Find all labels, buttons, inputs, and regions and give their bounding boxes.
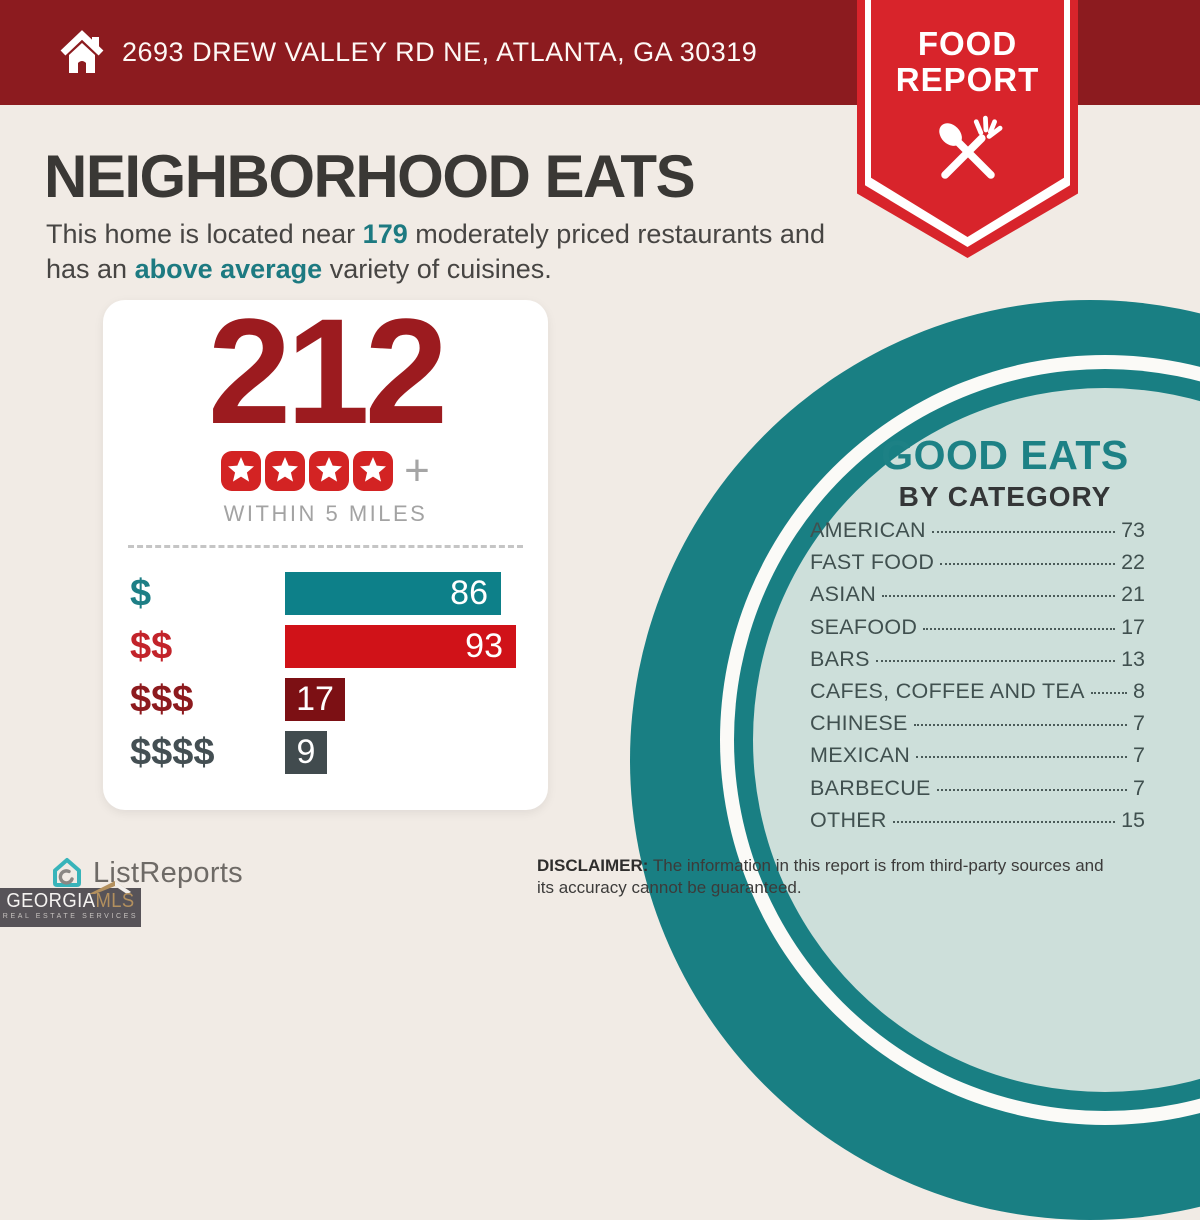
intro-paragraph: This home is located near 179 moderately… [46, 217, 876, 287]
price-tier-label: $$$ [130, 678, 194, 720]
good-eats-subtitle: BY CATEGORY [898, 481, 1112, 512]
category-row: BARBECUE 7 [810, 776, 1145, 808]
price-bar-row: $$$ 17 [130, 678, 548, 721]
intro-text: has an [46, 254, 135, 284]
category-row: CAFES, COFFEE AND TEA 8 [810, 679, 1145, 711]
price-bar: 9 [285, 731, 327, 774]
category-row: FAST FOOD 22 [810, 550, 1145, 582]
price-tier-label: $ [130, 572, 152, 614]
star-icon [265, 451, 306, 491]
radius-label: WITHIN 5 MILES [223, 501, 428, 526]
category-row: OTHER 15 [810, 808, 1145, 840]
category-value: 21 [1121, 582, 1145, 607]
georgia-mls-logo: GEORGIAMLS REAL ESTATE SERVICES [0, 881, 141, 927]
price-tier-label: $$ [130, 625, 173, 667]
disclaimer-text: The information in this report is from t… [537, 856, 1104, 897]
category-value: 15 [1121, 807, 1145, 832]
category-value: 22 [1121, 550, 1145, 575]
stars-row: + [103, 446, 548, 495]
category-label: FAST FOOD [810, 550, 935, 575]
dotted-leader [892, 820, 1116, 823]
food-report-badge: FOOD REPORT [857, 0, 1078, 258]
price-bar: 17 [285, 678, 345, 721]
star-icon [309, 451, 350, 491]
price-bar-value: 86 [450, 574, 488, 612]
property-address: 2693 DREW VALLEY RD NE, ATLANTA, GA 3031… [122, 37, 758, 67]
category-value: 7 [1133, 775, 1145, 800]
disclaimer: DISCLAIMER: The information in this repo… [537, 855, 1117, 898]
mls-roof-icon [89, 881, 131, 894]
ribbon-title: FOOD REPORT [857, 26, 1078, 98]
home-icon [60, 30, 104, 73]
category-row: CHINESE 7 [810, 711, 1145, 743]
dotted-leader [913, 724, 1128, 727]
listreports-house-icon [53, 858, 81, 887]
plus-sign: + [404, 446, 430, 495]
star-icon [353, 451, 394, 491]
category-label: BARS [810, 646, 870, 671]
mls-wordmark: GEORGIAMLS [6, 890, 135, 912]
intro-text: This home is located near [46, 219, 363, 249]
star-icon [221, 451, 262, 491]
restaurant-stats-card: 212 + WITHIN 5 MILES $86 $$ 93 $$$ 17 $$$$ 9 [103, 296, 548, 810]
price-bar: 93 [285, 625, 516, 668]
category-row: SEAFOOD 17 [810, 615, 1145, 647]
category-label: ASIAN [810, 582, 877, 607]
category-label: OTHER [810, 807, 887, 832]
category-value: 17 [1121, 614, 1145, 639]
category-label: CHINESE [810, 711, 908, 736]
price-bar-value: 93 [465, 627, 503, 665]
category-value: 8 [1133, 678, 1145, 703]
dotted-leader [936, 788, 1128, 791]
intro-text: moderately priced restaurants and [407, 219, 825, 249]
category-label: MEXICAN [810, 743, 911, 768]
category-value: 73 [1121, 518, 1145, 542]
variety-highlight: above average [134, 254, 323, 284]
dotted-leader [1090, 691, 1128, 694]
mls-tagline: REAL ESTATE SERVICES [2, 913, 139, 920]
category-label: AMERICAN [810, 518, 926, 542]
dotted-leader [916, 756, 1128, 759]
category-list: AMERICAN 73 FAST FOOD 22 ASIAN 21 SEAFOOD 17 BAR… [810, 518, 1145, 840]
restaurant-count-highlight: 179 [362, 219, 408, 249]
category-row: BARS 13 [810, 647, 1145, 679]
category-value: 13 [1121, 646, 1145, 671]
good-eats-title: GOOD EATS [881, 432, 1129, 478]
dotted-leader [882, 595, 1116, 598]
dashed-divider [128, 545, 523, 548]
category-row: AMERICAN 73 [810, 518, 1145, 550]
restaurant-count: 212 [207, 287, 448, 455]
dotted-leader [875, 659, 1116, 662]
dotted-leader [923, 627, 1116, 630]
good-eats-header: GOOD EATS BY CATEGORY [820, 432, 1190, 513]
category-value: 7 [1133, 711, 1145, 736]
price-bar-chart: $86 $$ 93 $$$ 17 $$$$ 9 [130, 572, 548, 784]
category-label: CAFES, COFFEE AND TEA [810, 678, 1085, 703]
price-bar-value: 17 [296, 680, 334, 718]
price-bar-row: $$$$ 9 [130, 731, 548, 774]
price-bar-value: 9 [296, 733, 316, 771]
category-row: ASIAN 21 [810, 582, 1145, 614]
dotted-leader [940, 563, 1116, 566]
listreports-logo: ListReports [48, 854, 243, 892]
dotted-leader [931, 531, 1116, 533]
price-bar-row: $$ 93 [130, 625, 548, 668]
price-tier-label: $$$$ [130, 731, 215, 773]
disclaimer-label: DISCLAIMER: [537, 856, 649, 875]
category-row: MEXICAN 7 [810, 743, 1145, 775]
category-label: BARBECUE [810, 775, 931, 800]
spoon-fork-icon [938, 115, 1002, 179]
category-label: SEAFOOD [810, 614, 918, 639]
ribbon-title-line2: REPORT [895, 61, 1040, 98]
ribbon-title-line1: FOOD [917, 25, 1018, 62]
price-bar: 86 [285, 572, 501, 615]
page-title: NEIGHBORHOOD EATS [44, 143, 696, 210]
category-value: 7 [1133, 743, 1145, 768]
intro-text: variety of cuisines. [322, 254, 552, 284]
price-bar-row: $86 [130, 572, 548, 615]
